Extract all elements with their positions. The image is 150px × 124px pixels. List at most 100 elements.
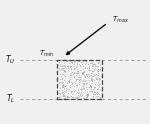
Point — [80, 61, 82, 63]
Point — [76, 60, 79, 62]
Point — [93, 74, 96, 76]
Point — [76, 72, 78, 74]
Point — [91, 88, 94, 90]
Point — [62, 64, 65, 66]
Point — [97, 62, 99, 64]
Point — [61, 95, 64, 97]
Point — [60, 75, 62, 77]
Point — [95, 74, 98, 76]
Point — [98, 77, 100, 79]
Point — [79, 94, 82, 96]
Point — [97, 70, 99, 72]
Point — [62, 85, 64, 87]
Point — [85, 82, 88, 84]
Point — [88, 67, 90, 69]
Point — [95, 92, 98, 93]
Point — [81, 73, 83, 75]
Point — [78, 79, 80, 81]
Point — [59, 63, 61, 65]
Point — [70, 90, 72, 92]
Point — [61, 68, 64, 70]
Point — [67, 95, 69, 97]
Point — [62, 67, 64, 69]
Point — [94, 91, 96, 93]
Point — [79, 64, 81, 66]
Point — [81, 88, 83, 90]
Point — [61, 59, 63, 61]
Point — [59, 81, 61, 83]
Point — [66, 82, 68, 84]
Point — [73, 67, 76, 69]
Point — [62, 84, 64, 86]
Point — [81, 94, 83, 96]
Point — [61, 78, 63, 80]
Point — [69, 86, 71, 88]
Point — [90, 86, 92, 88]
Point — [91, 70, 94, 72]
Point — [85, 96, 87, 98]
Point — [75, 74, 77, 76]
Point — [64, 75, 67, 77]
Point — [92, 75, 94, 77]
Point — [58, 89, 60, 91]
Point — [58, 73, 61, 75]
Point — [90, 88, 92, 90]
Point — [99, 97, 101, 99]
Point — [70, 83, 73, 85]
Point — [67, 67, 69, 69]
Point — [73, 60, 75, 62]
Point — [73, 90, 75, 92]
Point — [93, 74, 95, 76]
Point — [81, 88, 83, 90]
Point — [87, 94, 90, 96]
Point — [96, 78, 99, 80]
Point — [65, 60, 68, 62]
Point — [65, 67, 68, 69]
Point — [63, 87, 65, 89]
Point — [88, 69, 90, 71]
Point — [90, 80, 93, 82]
Point — [90, 78, 92, 80]
Point — [63, 79, 65, 81]
Point — [86, 96, 88, 98]
Point — [77, 78, 80, 80]
Point — [99, 69, 101, 71]
Point — [72, 81, 75, 83]
Point — [89, 62, 91, 64]
Point — [75, 72, 77, 74]
Point — [90, 62, 92, 64]
Point — [61, 77, 63, 79]
Point — [80, 88, 82, 90]
Point — [84, 63, 86, 65]
Point — [85, 78, 88, 80]
Point — [65, 96, 68, 98]
Point — [95, 65, 98, 67]
Point — [73, 61, 75, 63]
Point — [91, 67, 93, 69]
Point — [91, 79, 93, 81]
Point — [68, 65, 71, 67]
Point — [89, 84, 91, 86]
Point — [62, 93, 65, 95]
Point — [88, 86, 90, 88]
Point — [67, 65, 69, 67]
Point — [59, 92, 61, 94]
Point — [77, 76, 79, 78]
Point — [59, 59, 61, 61]
Point — [90, 91, 93, 93]
Point — [82, 82, 85, 84]
Point — [71, 71, 73, 73]
Point — [89, 72, 92, 74]
Point — [93, 86, 95, 88]
Point — [90, 86, 92, 88]
Point — [81, 73, 84, 75]
Point — [89, 84, 91, 86]
Point — [81, 63, 83, 65]
Point — [79, 93, 81, 95]
Point — [78, 76, 80, 78]
Point — [84, 80, 86, 82]
Point — [66, 88, 69, 90]
Point — [93, 93, 96, 95]
Point — [68, 96, 70, 98]
Point — [88, 69, 91, 71]
